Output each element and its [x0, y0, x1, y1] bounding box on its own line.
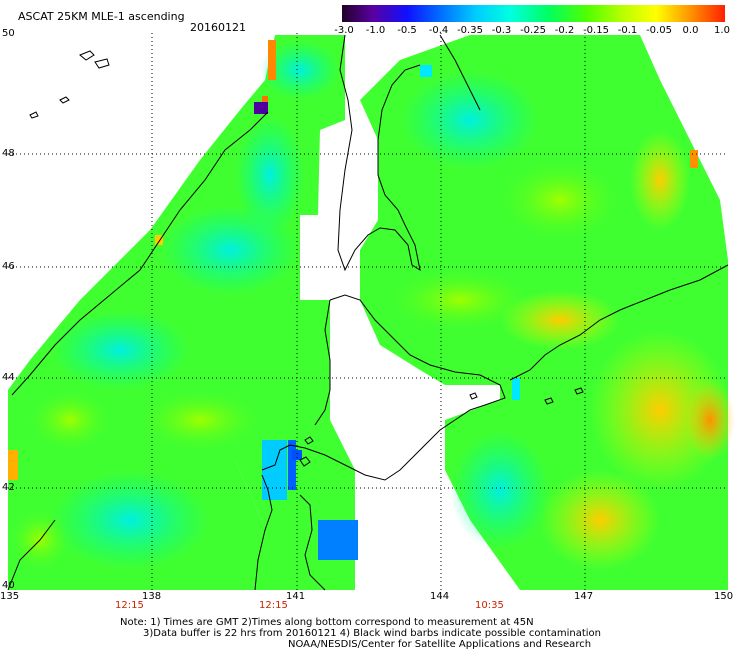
east-swath — [360, 35, 735, 590]
west-swath — [8, 35, 358, 590]
longitude-label: 147 — [574, 591, 594, 602]
colorbar-label: -0.25 — [520, 25, 546, 36]
longitude-label: 138 — [142, 591, 162, 602]
time-label: 12:15 — [115, 600, 144, 611]
colorbar-label: -0.35 — [457, 25, 483, 36]
longitude-label: 144 — [430, 591, 450, 602]
colorbar-label: -0.1 — [617, 25, 638, 36]
colorbar-label: -0.3 — [491, 25, 512, 36]
latitude-label: 46 — [2, 261, 15, 272]
colorbar-label: -0.05 — [646, 25, 672, 36]
latitude-label: 50 — [2, 28, 15, 39]
colorbar-gradient — [342, 5, 725, 22]
note-line-1: Note: 1) Times are GMT 2)Times along bot… — [120, 617, 534, 628]
colorbar-label: -0.4 — [428, 25, 449, 36]
grid-lines — [8, 33, 728, 591]
colorbar-label: -0.2 — [554, 25, 575, 36]
colorbar-label: -3.0 — [334, 25, 354, 36]
coastlines — [7, 34, 729, 591]
longitude-label: 141 — [286, 591, 306, 602]
colorbar — [342, 5, 725, 22]
latitude-label: 48 — [2, 148, 15, 159]
colorbar-label: -0.5 — [397, 25, 417, 36]
latitude-label: 44 — [2, 372, 15, 383]
latitude-label: 42 — [2, 482, 15, 493]
colorbar-label: -1.0 — [365, 25, 386, 36]
time-label: 10:35 — [475, 600, 504, 611]
time-label: 12:15 — [259, 600, 288, 611]
note-line-2: 3)Data buffer is 22 hrs from 20160121 4)… — [143, 628, 601, 639]
colorbar-label: 1.0 — [714, 25, 730, 36]
note-line-3: NOAA/NESDIS/Center for Satellite Applica… — [288, 639, 592, 650]
map-date: 20160121 — [190, 21, 246, 34]
colorbar-label: 0.0 — [682, 25, 699, 36]
colorbar-label: -0.15 — [583, 25, 609, 36]
longitude-label: 135 — [0, 591, 20, 602]
map-title: ASCAT 25KM MLE-1 ascending — [18, 10, 185, 23]
longitude-label: 150 — [714, 591, 734, 602]
latitude-label: 40 — [2, 580, 15, 591]
